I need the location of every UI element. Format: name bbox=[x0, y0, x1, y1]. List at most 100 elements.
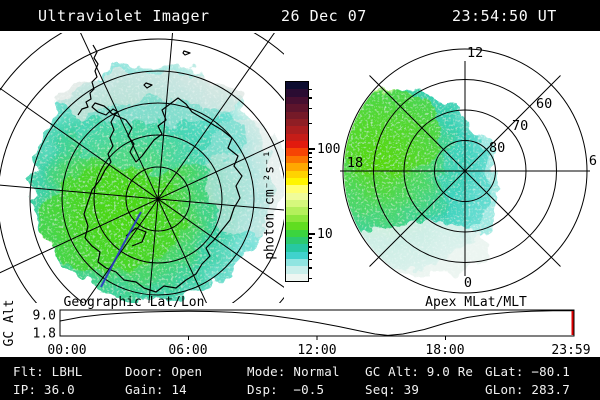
xtick-1800: 18:00 bbox=[425, 343, 464, 357]
gc-alt-curve bbox=[59, 310, 574, 336]
status-gc-alt: GC Alt: 9.0 Re bbox=[365, 364, 474, 379]
mlat-ring-label-80: 80 bbox=[489, 140, 505, 156]
xtick-1200: 12:00 bbox=[297, 343, 336, 357]
colorbar-step bbox=[286, 259, 308, 267]
strip-chart-ylabel: GC Alt bbox=[2, 300, 17, 347]
colorbar-step bbox=[286, 229, 308, 237]
colorbar-title: photon cm⁻²s⁻¹ bbox=[262, 150, 278, 260]
xtick-2359: 23:59 bbox=[551, 343, 590, 357]
south-america-coast bbox=[77, 44, 99, 116]
status-gain: Gain: 14 bbox=[125, 382, 187, 397]
status-ip: IP: 36.0 bbox=[13, 382, 75, 397]
colorbar-step bbox=[286, 244, 308, 252]
colorbar-step bbox=[286, 273, 308, 282]
header-bar: Ultraviolet Imager 26 Dec 07 23:54:50 UT bbox=[0, 0, 600, 31]
left-panel-caption: Geographic Lat/Lon bbox=[64, 295, 205, 310]
satellite-track bbox=[100, 211, 142, 288]
mlt-label-0: 0 bbox=[464, 275, 472, 291]
colorbar-minor-tick bbox=[308, 88, 312, 91]
uv-image-right-clip bbox=[344, 90, 498, 274]
mlat-ring-label-60: 60 bbox=[536, 96, 552, 112]
tierra-del-fuego-islands bbox=[91, 50, 191, 116]
colorbar-step bbox=[286, 82, 308, 90]
ytick-9: 9.0 bbox=[33, 309, 56, 324]
latlon-grid bbox=[0, 33, 284, 303]
status-seq: Seq: 39 bbox=[365, 382, 420, 397]
colorbar-step bbox=[286, 200, 308, 208]
colorbar-step bbox=[286, 236, 308, 245]
colorbar-step bbox=[286, 266, 308, 274]
colorbar-step bbox=[286, 133, 308, 141]
colorbar-step bbox=[286, 192, 308, 200]
mlat-ring-label-70: 70 bbox=[512, 118, 528, 134]
status-bar: Flt: LBHL IP: 36.0 Door: Open Gain: 14 M… bbox=[0, 357, 600, 400]
xtick-0000: 00:00 bbox=[47, 343, 86, 357]
mlt-label-18: 18 bbox=[347, 155, 363, 171]
colorbar-step bbox=[286, 118, 308, 127]
colorbar-step bbox=[286, 141, 308, 149]
colorbar-step bbox=[286, 155, 308, 164]
status-door: Door: Open bbox=[125, 364, 203, 379]
colorbar-step bbox=[286, 207, 308, 215]
colorbar-minor-tick bbox=[308, 173, 312, 176]
colorbar-minor-tick bbox=[308, 122, 312, 125]
colorbar-minor-tick bbox=[308, 192, 312, 195]
colorbar-minor-tick bbox=[308, 267, 312, 269]
geographic-panel bbox=[0, 33, 284, 303]
colorbar-step bbox=[286, 214, 308, 223]
colorbar-step bbox=[286, 251, 308, 259]
colorbar-minor-tick bbox=[308, 207, 312, 210]
colorbar-major-tick bbox=[308, 148, 315, 150]
coastline-map bbox=[77, 44, 243, 293]
colorbar-minor-tick bbox=[308, 237, 312, 239]
colorbar-step bbox=[286, 185, 308, 193]
colorbar-step bbox=[286, 104, 308, 112]
apex-panel: 12 18 6 0 60 70 80 bbox=[340, 45, 597, 294]
status-mode: Mode: Normal bbox=[247, 364, 340, 379]
antarctica-coast bbox=[83, 97, 243, 293]
mlt-label-6: 6 bbox=[589, 153, 597, 169]
colorbar-step bbox=[286, 126, 308, 134]
header-date: 26 Dec 07 bbox=[281, 7, 367, 25]
app-title: Ultraviolet Imager bbox=[38, 7, 210, 25]
colorbar-minor-tick bbox=[308, 156, 312, 158]
colorbar-minor-tick bbox=[308, 152, 312, 154]
colorbar-minor-tick bbox=[308, 241, 312, 243]
colorbar-minor-tick bbox=[308, 277, 312, 280]
colorbar-step bbox=[286, 177, 308, 186]
strip-chart-xticks bbox=[188, 336, 446, 340]
colorbar-step bbox=[286, 111, 308, 119]
colorbar-tick-label-100: 100 bbox=[317, 142, 341, 157]
colorbar-step bbox=[286, 222, 308, 230]
plots-canvas: 12 18 6 0 60 70 80 Geographic Lat/Lon Ap… bbox=[0, 33, 597, 357]
colorbar-minor-tick bbox=[308, 246, 312, 248]
colorbar-minor-tick bbox=[308, 182, 312, 184]
colorbar-ticks bbox=[308, 0, 320, 400]
mlt-label-12: 12 bbox=[467, 45, 483, 61]
uv-image-right bbox=[344, 90, 498, 274]
colorbar-step bbox=[286, 96, 308, 105]
colorbar bbox=[285, 81, 309, 282]
status-glat: GLat: −80.1 bbox=[485, 364, 570, 379]
colorbar-step bbox=[286, 163, 308, 171]
colorbar-minor-tick bbox=[308, 167, 312, 169]
status-flt: Flt: LBHL bbox=[13, 364, 83, 379]
colorbar-step bbox=[286, 89, 308, 97]
mlat-mlt-grid bbox=[340, 48, 590, 294]
ice-shelf-edge bbox=[125, 227, 147, 247]
ytick-1-8: 1.8 bbox=[33, 327, 56, 342]
xtick-0600: 06:00 bbox=[168, 343, 207, 357]
header-time: 23:54:50 UT bbox=[452, 7, 557, 25]
colorbar-minor-tick bbox=[308, 97, 312, 99]
colorbar-major-tick bbox=[308, 233, 315, 235]
colorbar-minor-tick bbox=[308, 107, 312, 110]
status-dsp: Dsp: −0.5 bbox=[247, 382, 325, 397]
status-glon: GLon: 283.7 bbox=[485, 382, 570, 397]
colorbar-minor-tick bbox=[308, 161, 312, 163]
right-panel-caption: Apex MLat/MLT bbox=[425, 295, 527, 310]
colorbar-minor-tick bbox=[308, 252, 312, 254]
colorbar-step bbox=[286, 148, 308, 156]
colorbar-tick-label-10: 10 bbox=[317, 227, 333, 242]
gc-alt-strip-chart: 9.0 1.8 GC Alt 00:00 06:00 12:00 18:00 2… bbox=[2, 300, 591, 357]
